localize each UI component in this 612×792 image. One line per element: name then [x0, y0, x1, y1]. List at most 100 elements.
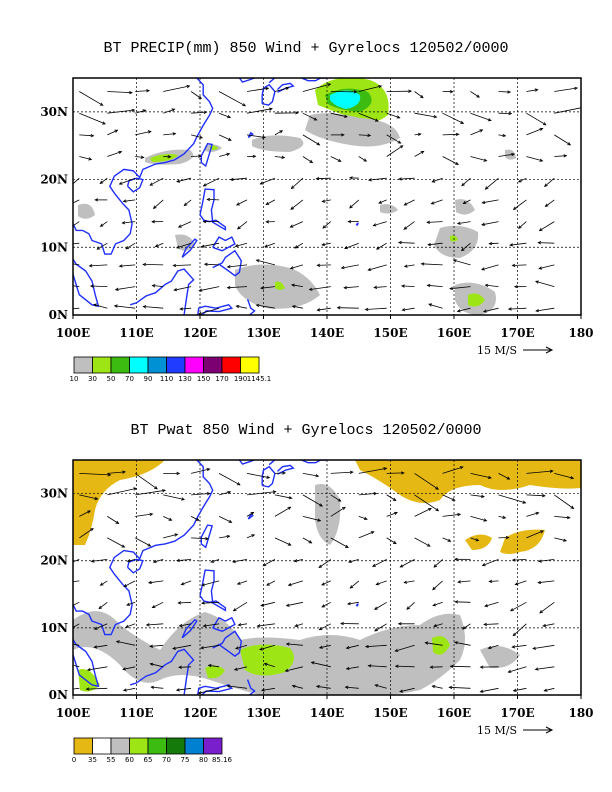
wind-vector-head — [293, 559, 298, 563]
wind-vector — [376, 580, 387, 585]
wind-vector-head — [113, 304, 118, 308]
wind-vector-head — [345, 645, 350, 650]
wind-vector-head — [203, 262, 208, 266]
wind-vector-head — [431, 179, 436, 183]
colorbar-swatch — [203, 356, 223, 374]
colorbar-swatch — [147, 356, 167, 374]
wind-vector-head — [288, 496, 293, 500]
wind-vector — [538, 559, 555, 562]
wind-vector-head — [233, 667, 238, 671]
wind-vector — [190, 91, 202, 99]
wind-vector — [119, 177, 136, 185]
wind-vector — [375, 684, 387, 689]
panel2-title: BT Pwat 850 Wind + Gyrelocs 120502/0000 — [130, 422, 482, 439]
wind-vector — [208, 664, 220, 668]
wind-vector-head — [364, 307, 369, 312]
wind-vector — [163, 494, 185, 500]
wind-vector-head — [347, 219, 352, 224]
scale-arrow-head — [545, 726, 554, 734]
wind-vector — [233, 601, 248, 612]
wind-vector — [386, 472, 404, 474]
wind-vector — [374, 286, 387, 288]
wind-vector — [526, 512, 539, 517]
colorbar-swatch — [221, 356, 241, 374]
wind-vector — [368, 665, 387, 668]
wind-vector — [274, 87, 289, 92]
wind-vector-head — [535, 308, 540, 313]
wind-vector — [484, 601, 499, 607]
wind-vector-head — [202, 219, 207, 224]
wind-vector — [198, 307, 220, 315]
lat-tick-label: 20N — [40, 554, 68, 568]
wind-vector-head — [266, 582, 270, 586]
wind-vector — [107, 109, 135, 114]
wind-vector — [442, 537, 451, 542]
colorbar-label: 30 — [88, 375, 97, 383]
wind-vector — [207, 199, 220, 201]
wind-vector-head — [118, 264, 123, 268]
wind-vector — [485, 284, 499, 287]
wind-vector-head — [502, 515, 507, 519]
colorbar-swatch — [184, 356, 204, 374]
wind-vector-head — [327, 83, 332, 87]
wind-vector-head — [512, 206, 517, 211]
wind-vector — [179, 623, 192, 627]
wind-vector-head — [343, 285, 348, 290]
coastline — [238, 78, 257, 83]
lon-tick-label: 120E — [183, 326, 217, 340]
wind-vector — [79, 494, 98, 500]
wind-vector — [264, 663, 276, 668]
wind-vector-head — [255, 259, 260, 263]
wind-vector — [358, 156, 367, 162]
wind-vector — [246, 134, 266, 138]
wind-vector — [386, 112, 400, 119]
wind-vector — [174, 286, 192, 291]
wind-vector-head — [287, 583, 292, 587]
wind-vector — [470, 129, 483, 136]
wind-vector — [203, 623, 220, 627]
wind-vector — [526, 494, 545, 497]
wind-vector — [119, 264, 136, 267]
wind-vector-head — [260, 603, 265, 607]
wind-vector — [322, 199, 331, 202]
wind-vector-head — [146, 89, 151, 93]
wind-vector — [414, 537, 431, 547]
wind-vector-head — [337, 498, 342, 502]
wind-vector — [79, 473, 111, 476]
wind-vector-head — [198, 154, 202, 158]
wind-vector-head — [207, 664, 212, 668]
wind-vector-head — [535, 280, 539, 284]
wind-vector-head — [118, 181, 123, 185]
wind-vector-head — [397, 622, 402, 626]
wind-vector-head — [152, 559, 157, 563]
wind-vector — [470, 537, 479, 541]
wind-vector-head — [321, 582, 325, 586]
coastline — [129, 648, 195, 695]
coastline — [268, 78, 328, 84]
coastline — [126, 558, 144, 574]
wind-vector — [358, 493, 377, 496]
wind-vector-head — [242, 103, 247, 107]
wind-vector — [73, 643, 80, 646]
wind-vector-head — [392, 497, 397, 501]
wind-vector-head — [178, 665, 182, 669]
wind-vector-head — [428, 507, 432, 511]
wind-vector — [513, 199, 527, 210]
wind-vector — [442, 513, 461, 517]
wind-vector — [218, 153, 230, 157]
wind-vector-head — [250, 511, 255, 516]
wind-vector — [246, 491, 276, 496]
wind-vector — [91, 559, 108, 562]
wind-vector — [87, 666, 108, 671]
wind-vector — [152, 601, 164, 608]
wind-vector — [302, 516, 321, 522]
wind-vector — [73, 199, 80, 204]
wind-vector-head — [462, 200, 467, 205]
wind-vector-head — [60, 641, 63, 644]
wind-vector-head — [538, 227, 543, 232]
wind-vector — [330, 494, 341, 502]
wind-vector-head — [236, 482, 241, 486]
wind-vector — [73, 601, 80, 606]
wind-vector-head — [542, 122, 547, 126]
wind-vector-head — [129, 90, 133, 95]
